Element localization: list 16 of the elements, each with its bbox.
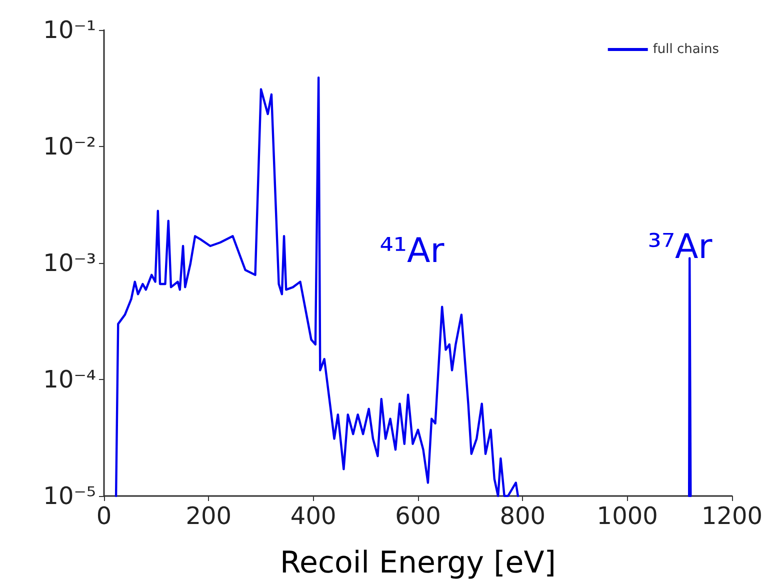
x-tick-label: 600 [395, 502, 441, 530]
y-tick-label: 10⁻² [43, 132, 96, 160]
annotation: ³⁷Ar [648, 227, 712, 267]
y-tick-label: 10⁻⁵ [43, 482, 96, 510]
y-tick-label: 10⁻³ [43, 249, 96, 277]
x-tick-label: 200 [186, 502, 232, 530]
x-axis-title: Recoil Energy [eV] [280, 546, 556, 580]
y-tick-label: 10⁻⁴ [43, 366, 96, 394]
annotation: ⁴¹Ar [380, 231, 444, 271]
x-tick-label: 0 [96, 502, 112, 530]
legend-label: full chains [652, 42, 720, 57]
x-tick-label: 1200 [701, 502, 763, 530]
x-tick-label: 1000 [596, 502, 658, 530]
x-tick-label: 800 [500, 502, 546, 530]
y-tick-label: 10⁻¹ [43, 16, 96, 44]
x-tick-label: 400 [290, 502, 336, 530]
